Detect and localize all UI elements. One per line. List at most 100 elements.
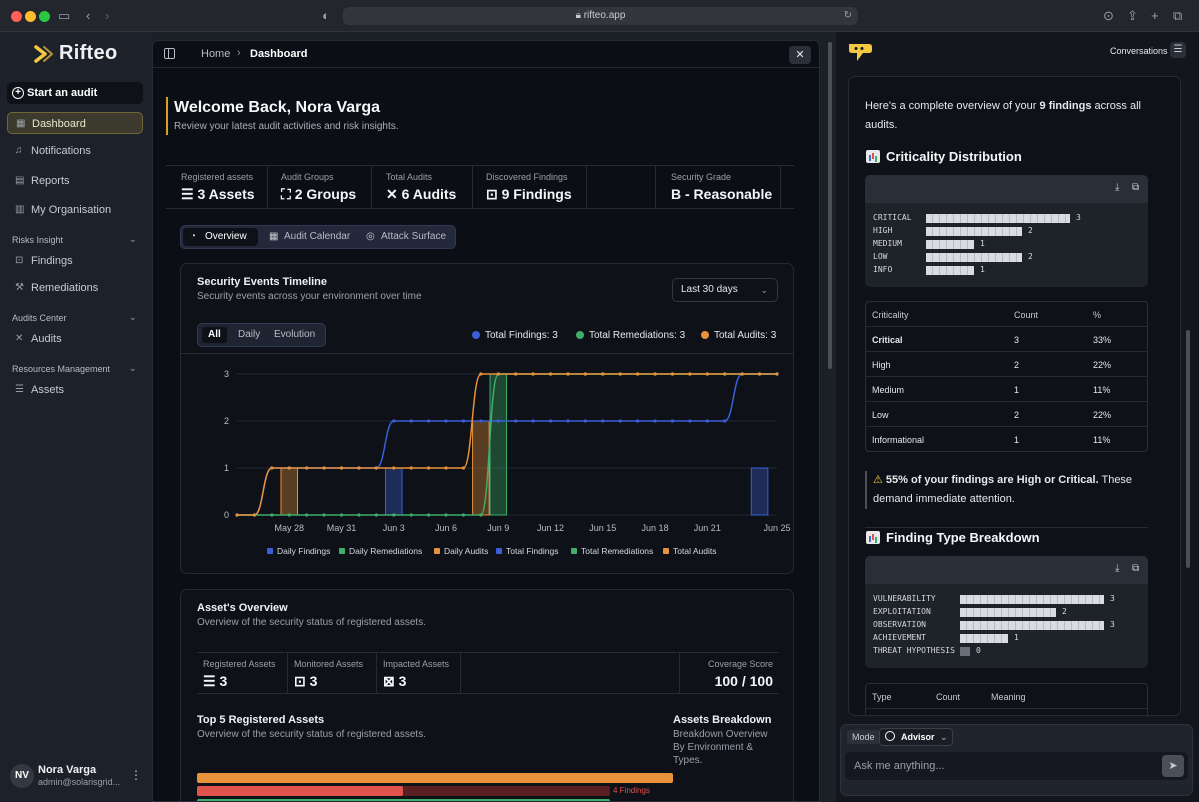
sidebar-item-findings[interactable]: ⊡ Findings — [7, 250, 143, 272]
finding-type-heading: Finding Type Breakdown — [866, 530, 1040, 545]
tabs-overview-icon[interactable]: ⧉ — [1173, 8, 1183, 23]
start-audit-button[interactable]: + Start an audit — [7, 82, 143, 104]
date-range-select[interactable]: Last 30 days ⌄ — [672, 278, 778, 302]
breadcrumb-home[interactable]: Home — [201, 48, 231, 60]
y-tick-label: 1 — [224, 463, 229, 473]
risk-callout: ⚠ 55% of your findings are High or Criti… — [865, 471, 1155, 509]
download-icon[interactable]: ⤓ — [1115, 182, 1120, 193]
close-window-button[interactable] — [11, 11, 22, 22]
conversations-label[interactable]: Conversations — [1110, 46, 1168, 56]
minimize-window-button[interactable] — [25, 11, 36, 22]
sidebar-item-assets[interactable]: ☰ Assets — [7, 379, 143, 401]
stat-value: ⛶ 2 Groups — [281, 186, 356, 203]
shield-icon[interactable]: ◐ — [322, 8, 330, 23]
point-total-findings — [566, 419, 570, 423]
section-resources-management[interactable]: Resources Management ⌄ — [12, 363, 137, 374]
top5-bar-audits[interactable] — [197, 773, 673, 783]
stat-label: Audit Groups — [281, 172, 334, 182]
chevron-down-icon: ⌄ — [129, 363, 137, 373]
sidebar-item-audits[interactable]: ✕ Audits — [7, 328, 143, 350]
summary-total-audits: Total Audits: 3 — [701, 330, 776, 341]
calendar-icon: ▦ — [269, 231, 279, 242]
sidebar-item-notifications[interactable]: ♫ Notifications — [7, 140, 143, 162]
point-total-findings — [531, 419, 535, 423]
top5-bar-findings[interactable] — [197, 786, 610, 796]
subtab-evolution[interactable]: Evolution — [274, 329, 316, 340]
close-button[interactable]: ✕ — [789, 46, 811, 64]
point-total-findings — [670, 419, 675, 423]
section-label: Audits Center — [12, 313, 67, 323]
column-header: % — [1093, 310, 1102, 320]
callout-bold: 55% of your findings are High or Critica… — [885, 474, 1099, 486]
point-total-audits — [392, 466, 396, 470]
sidebar: Rifteo + Start an audit ▦ Dashboard ♫ No… — [0, 32, 152, 802]
chat-scrollbar[interactable] — [1186, 330, 1190, 568]
stat-value: ⊠ 3 — [383, 673, 406, 690]
point-total-audits — [618, 372, 622, 376]
tab-overview[interactable]: ◔ Overview — [183, 228, 258, 246]
panel-toggle-icon[interactable] — [164, 48, 175, 59]
tab-audit-calendar[interactable]: ▦ Audit Calendar — [262, 228, 356, 246]
breakdown-title: Assets Breakdown — [673, 714, 772, 726]
sidebar-item-dashboard[interactable]: ▦ Dashboard — [7, 112, 143, 134]
code-row-label: LOW — [873, 252, 888, 261]
download-icon[interactable]: ⤓ — [1115, 563, 1120, 574]
copy-icon[interactable]: ⧉ — [1132, 182, 1140, 193]
subtab-all[interactable]: All — [202, 327, 227, 343]
reload-icon[interactable]: ↻ — [843, 10, 852, 21]
point-total-findings — [392, 419, 396, 423]
coverage-score: Coverage Score 100 / 100 — [679, 653, 779, 694]
point-total-audits — [740, 372, 744, 376]
chat-messages: Here's a complete overview of your 9 fin… — [848, 76, 1181, 716]
findings-bar-fill — [197, 786, 403, 796]
breakdown-subtitle: Breakdown Overview By Environment & Type… — [673, 729, 768, 766]
share-icon[interactable]: ⇪ — [1127, 8, 1138, 23]
maximize-window-button[interactable] — [39, 11, 50, 22]
address-bar[interactable]: 🔒︎ rifteo.app ↻ — [343, 7, 858, 25]
sidebar-item-remediations[interactable]: ⚒ Remediations — [7, 277, 143, 299]
point-total-remediations — [461, 513, 466, 517]
code-row-count: 1 — [980, 239, 985, 248]
lock-icon: 🔒︎ — [575, 10, 584, 21]
legend-dot — [472, 331, 480, 339]
code-row-label: OBSERVATION — [873, 620, 926, 629]
sidebar-item-my-organisation[interactable]: ▥ My Organisation — [7, 199, 143, 221]
point-total-audits — [653, 372, 657, 376]
intro-bold: 9 findings — [1039, 100, 1092, 112]
point-total-audits — [322, 466, 326, 470]
stat-label: Discovered Findings — [486, 172, 568, 182]
code-row-count: 0 — [976, 646, 981, 655]
tab-attack-surface[interactable]: ◎ Attack Surface — [359, 228, 455, 246]
sidebar-toggle-icon[interactable]: ▭ — [58, 8, 71, 23]
tools-icon: ✕ — [386, 186, 402, 202]
point-total-findings — [514, 419, 518, 423]
stat-value-text: 3 Assets — [197, 186, 255, 202]
bar-label: 4 Findings — [613, 786, 650, 795]
sidebar-item-reports[interactable]: ▤ Reports — [7, 170, 143, 192]
new-tab-icon[interactable]: + — [1151, 8, 1159, 23]
point-total-audits — [705, 372, 709, 376]
legend-label: Daily Audits — [444, 546, 488, 556]
legend-swatch — [434, 548, 440, 554]
section-risks-insight[interactable]: Risks Insight ⌄ — [12, 234, 137, 245]
more-vertical-icon[interactable]: ⋮ — [130, 768, 142, 782]
back-icon[interactable]: ‹ — [86, 8, 91, 23]
mode-select[interactable]: Advisor ⌄ — [879, 728, 953, 746]
list-icon[interactable]: ☰ — [1170, 42, 1186, 58]
subtab-daily[interactable]: Daily — [238, 329, 261, 340]
send-button[interactable]: ➤ — [1162, 755, 1184, 777]
download-icon[interactable]: ⊙ — [1103, 8, 1114, 23]
pie-icon: ◔ — [190, 231, 197, 242]
point-total-audits — [270, 466, 274, 470]
chat-input[interactable]: Ask me anything... — [845, 752, 1188, 780]
copy-icon[interactable]: ⧉ — [1132, 563, 1140, 574]
main-scrollbar[interactable] — [828, 42, 832, 369]
intro-text: Here's a complete overview of your — [865, 100, 1040, 112]
stat-label: Registered Assets — [203, 659, 276, 669]
top5-bar-remediations[interactable] — [197, 799, 610, 801]
stat-impacted-assets: Impacted Assets ⊠ 3 — [377, 653, 461, 694]
section-audits-center[interactable]: Audits Center ⌄ — [12, 312, 137, 323]
table-header: Criticality Count % — [866, 302, 1147, 327]
forward-icon[interactable]: › — [105, 8, 110, 23]
user-profile[interactable]: NV Nora Varga admin@solarisgrid... ⋮ — [10, 762, 145, 792]
